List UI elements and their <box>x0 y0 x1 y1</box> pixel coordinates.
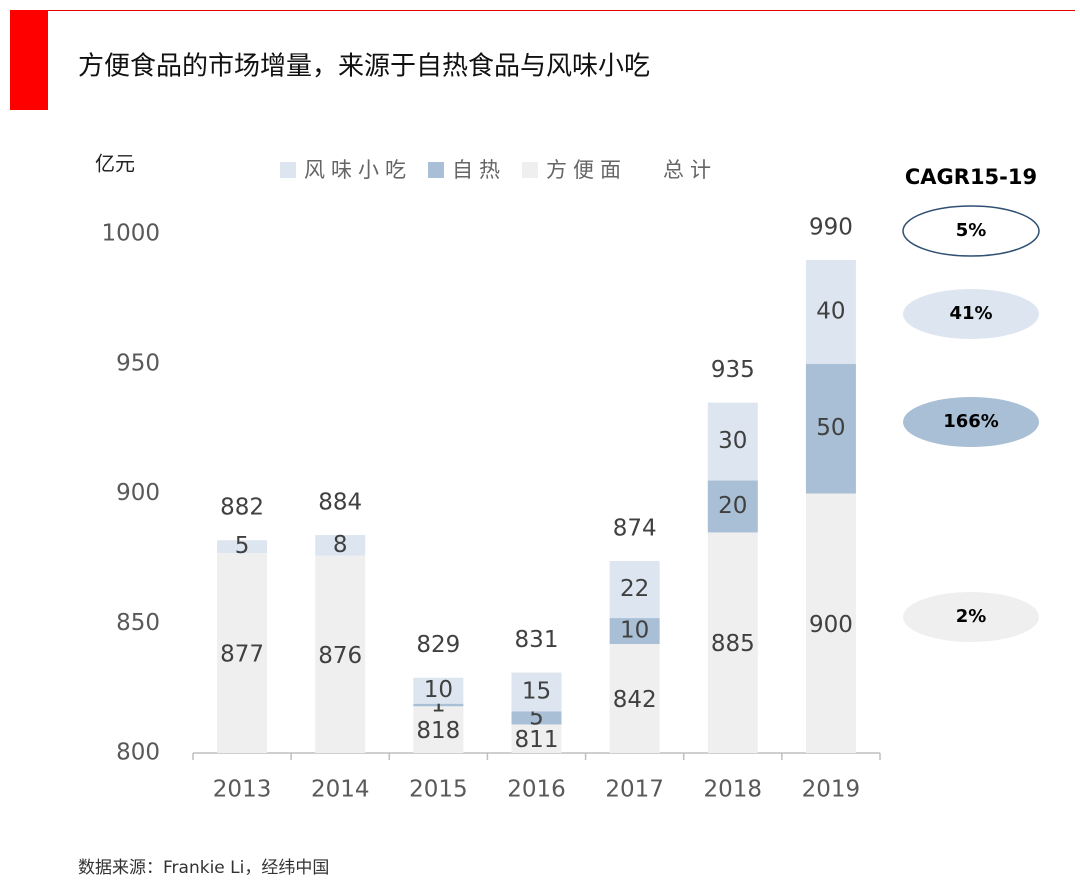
cagr-badge <box>903 592 1039 642</box>
cagr-label: 41% <box>949 303 992 324</box>
data-label: 885 <box>711 631 755 657</box>
x-tick-label: 2019 <box>802 777 861 803</box>
title-accent <box>10 10 48 110</box>
bar-segment <box>413 677 464 704</box>
data-label: 40 <box>816 298 845 324</box>
bar-segment <box>707 480 758 533</box>
legend-swatch <box>522 162 538 178</box>
y-tick-label: 900 <box>116 480 160 506</box>
cagr-badge <box>902 205 1040 257</box>
data-label: 842 <box>613 687 657 713</box>
legend-swatch <box>280 162 296 178</box>
data-label: 10 <box>424 677 453 703</box>
bar-segment <box>805 259 856 364</box>
bar-segment <box>315 535 366 556</box>
bar-segment <box>511 711 562 725</box>
data-label: 8 <box>333 532 348 558</box>
cagr-label: 2% <box>956 606 987 627</box>
data-label: 876 <box>318 643 362 669</box>
total-label: 829 <box>416 632 460 658</box>
bar-segment <box>217 553 268 753</box>
chart-title: 方便食品的市场增量，来源于自热食品与风味小吃 <box>78 52 650 82</box>
data-label: 22 <box>620 576 649 602</box>
bar-segment <box>413 703 464 707</box>
x-tick-label: 2015 <box>409 777 468 803</box>
data-label: 818 <box>416 718 460 744</box>
bar-segment <box>217 540 268 554</box>
x-tick-label: 2017 <box>605 777 664 803</box>
legend-label: 总计 <box>663 158 717 182</box>
cagr-badge <box>903 397 1039 447</box>
cagr-label: 166% <box>943 411 999 432</box>
legend-label: 方便面 <box>546 158 627 182</box>
data-label: 877 <box>220 642 264 668</box>
total-label: 874 <box>613 515 657 541</box>
total-label: 990 <box>809 214 853 240</box>
cagr-label: 5% <box>956 220 987 241</box>
data-label: 5 <box>235 533 250 559</box>
data-label: 50 <box>816 415 845 441</box>
data-label: 20 <box>718 493 747 519</box>
bar-segment <box>511 724 562 753</box>
data-label: 30 <box>718 428 747 454</box>
bar-segment <box>707 402 758 481</box>
y-tick-label: 850 <box>116 610 160 636</box>
bar-segment <box>609 560 660 619</box>
y-tick-label: 950 <box>116 350 160 376</box>
data-label: 811 <box>515 727 559 753</box>
data-label: 15 <box>522 679 551 705</box>
total-label: 884 <box>318 490 362 516</box>
bar-segment <box>315 555 366 753</box>
x-tick-label: 2016 <box>507 777 566 803</box>
total-label: 882 <box>220 495 264 521</box>
y-tick-label: 1000 <box>101 221 160 247</box>
data-label: 10 <box>620 618 649 644</box>
total-label: 831 <box>515 627 559 653</box>
y-axis-label: 亿元 <box>95 152 135 176</box>
legend-label: 自热 <box>452 158 506 182</box>
legend-swatch <box>428 162 444 178</box>
data-label: 900 <box>809 612 853 638</box>
cagr-badge <box>903 289 1039 339</box>
bar-segment <box>805 363 856 494</box>
x-tick-label: 2014 <box>311 777 370 803</box>
bar-segment <box>609 644 660 753</box>
legend-label: 风味小吃 <box>304 158 412 182</box>
bar-segment <box>511 672 562 712</box>
x-tick-label: 2013 <box>213 777 272 803</box>
source: 数据来源：Frankie Li，经纬中国 <box>78 858 329 878</box>
bar-segment <box>707 532 758 753</box>
total-label: 935 <box>711 357 755 383</box>
y-tick-label: 800 <box>116 740 160 766</box>
bar-segment <box>609 618 660 645</box>
x-tick-label: 2018 <box>704 777 763 803</box>
bar-segment <box>413 706 464 753</box>
cagr-title: CAGR15-19 <box>905 165 1037 189</box>
bar-segment <box>805 493 856 753</box>
